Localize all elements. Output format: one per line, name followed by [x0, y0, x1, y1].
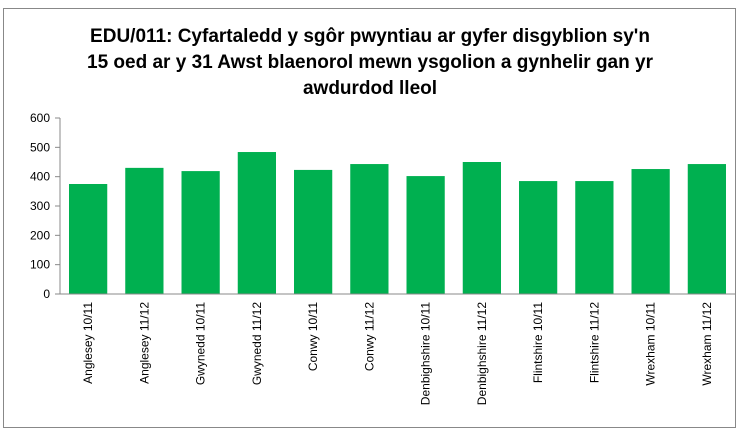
x-tick-label: Denbighshire 10/11 — [419, 302, 433, 406]
bar — [462, 162, 501, 294]
chart-title: 15 oed ar y 31 Awst blaenorol mewn ysgol… — [87, 52, 654, 73]
y-tick-label: 200 — [30, 228, 50, 242]
bar — [519, 181, 558, 294]
x-tick-label: Conwy 10/11 — [306, 302, 320, 371]
y-tick-label: 400 — [30, 170, 50, 184]
x-tick-label: Flintshire 11/12 — [587, 302, 601, 383]
y-tick-label: 0 — [43, 287, 50, 301]
bar — [69, 184, 108, 294]
bar — [125, 167, 164, 294]
x-tick-label: Wrexham 10/11 — [644, 302, 658, 386]
y-tick-label: 600 — [30, 111, 50, 125]
bar — [237, 152, 276, 294]
bar — [350, 164, 389, 294]
x-tick-label: Anglesey 10/11 — [81, 302, 95, 384]
x-tick-label: Denbighshire 11/12 — [475, 302, 489, 406]
y-tick-label: 500 — [30, 140, 50, 154]
bar — [294, 169, 333, 294]
bar — [687, 164, 726, 294]
bar — [631, 169, 670, 294]
y-tick-label: 300 — [30, 199, 50, 213]
chart-title: EDU/011: Cyfartaledd y sgôr pwyntiau ar … — [90, 26, 650, 47]
x-tick-label: Gwynedd 10/11 — [194, 302, 208, 385]
chart-title: awdurdod lleol — [303, 78, 437, 99]
y-tick-label: 100 — [30, 258, 50, 272]
x-tick-label: Conwy 11/12 — [362, 302, 376, 371]
x-tick-label: Wrexham 11/12 — [700, 302, 714, 386]
x-tick-label: Flintshire 10/11 — [531, 302, 545, 383]
bar — [181, 171, 220, 294]
bar — [575, 181, 614, 294]
bar — [406, 176, 445, 294]
x-tick-label: Anglesey 11/12 — [137, 302, 151, 384]
x-tick-label: Gwynedd 11/12 — [250, 302, 264, 385]
